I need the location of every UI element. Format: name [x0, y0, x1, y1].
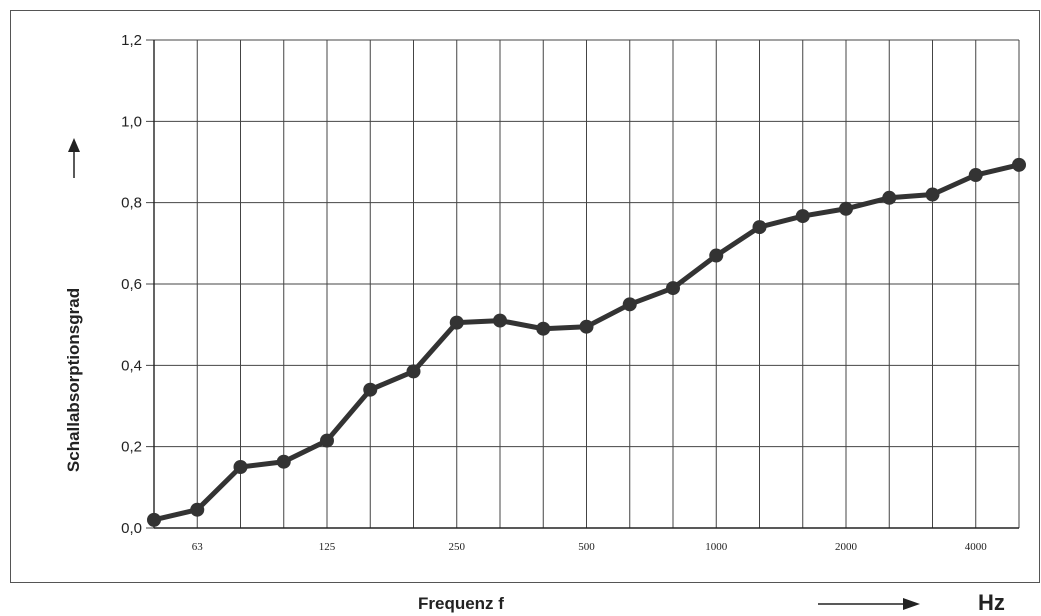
data-point: [666, 281, 680, 296]
y-tick-label: 1,2: [121, 32, 142, 49]
data-point: [709, 248, 724, 263]
x-axis-unit: Hz: [978, 590, 1005, 615]
data-point: [147, 512, 161, 527]
data-point: [190, 502, 205, 517]
x-arrow-head-icon: [903, 598, 920, 610]
data-point: [1012, 157, 1026, 172]
data-point: [882, 190, 897, 205]
y-tick-label: 0,0: [121, 520, 142, 537]
data-point: [925, 187, 940, 202]
data-point: [406, 364, 421, 379]
data-point: [233, 460, 248, 474]
data-point: [839, 201, 853, 216]
y-tick-label: 1,0: [121, 113, 142, 130]
x-tick-label: 125: [319, 541, 336, 553]
x-tick-label: 63: [192, 541, 204, 553]
data-point: [536, 321, 551, 336]
x-tick-label: 250: [449, 541, 466, 553]
y-tick-label: 0,2: [121, 439, 142, 456]
data-point: [752, 220, 767, 235]
data-point: [579, 319, 594, 334]
data-point: [320, 433, 334, 448]
y-tick-label: 0,4: [121, 357, 142, 374]
x-tick-label: 2000: [835, 541, 858, 553]
data-point: [622, 297, 637, 312]
y-tick-label: 0,8: [121, 195, 142, 212]
data-point: [493, 313, 507, 328]
chart-frame: [10, 10, 1040, 583]
data-point: [968, 168, 983, 183]
y-axis-label: Schallabsorptionsgrad: [64, 287, 83, 473]
x-tick-label: 500: [578, 541, 595, 553]
data-point: [449, 315, 464, 330]
data-point: [363, 382, 378, 397]
data-point: [795, 209, 810, 224]
x-axis-label: Frequenz f: [418, 594, 504, 613]
y-tick-label: 0,6: [121, 276, 142, 293]
x-tick-label: 4000: [965, 541, 988, 553]
x-tick-label: 1000: [705, 541, 728, 553]
data-point: [276, 454, 291, 469]
y-arrow-head-icon: [68, 138, 80, 152]
